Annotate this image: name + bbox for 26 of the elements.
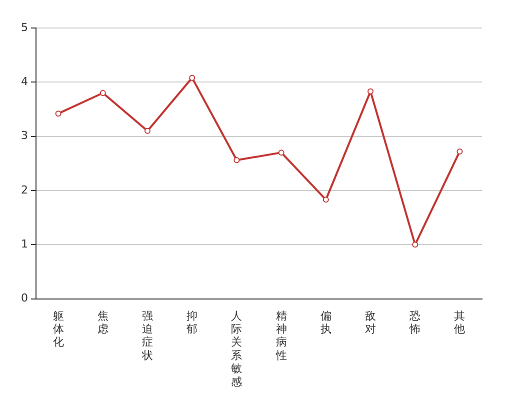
y-tick-label: 3	[21, 129, 28, 142]
point	[55, 110, 62, 117]
point	[234, 157, 240, 164]
point	[144, 128, 150, 134]
point	[189, 74, 196, 81]
point	[368, 88, 374, 94]
point	[412, 242, 418, 248]
y-tick-label: 0	[21, 292, 28, 305]
x-tick-label: 抑郁	[186, 309, 198, 336]
x-tick-label: 恐怖	[408, 309, 421, 336]
y-tick-label: 5	[21, 20, 28, 34]
point	[278, 150, 284, 156]
y-tick-label: 4	[21, 75, 28, 88]
x-tick-label: 精神病性	[274, 309, 287, 362]
point	[100, 90, 106, 96]
x-tick-label: 其他	[454, 309, 466, 336]
x-tick-label: 躯体化	[52, 309, 64, 349]
y-tick-label: 1	[21, 238, 28, 250]
point	[456, 148, 463, 154]
x-tick-label: 偏执	[320, 309, 332, 336]
x-tick-label: 人际关系敏感	[231, 309, 242, 388]
x-tick-label: 焦虑	[97, 309, 108, 336]
y-tick-label: 2	[21, 183, 28, 196]
x-tick-label: 敌对	[365, 309, 376, 336]
point	[322, 196, 329, 203]
x-tick-label: 强迫症状	[141, 309, 153, 362]
